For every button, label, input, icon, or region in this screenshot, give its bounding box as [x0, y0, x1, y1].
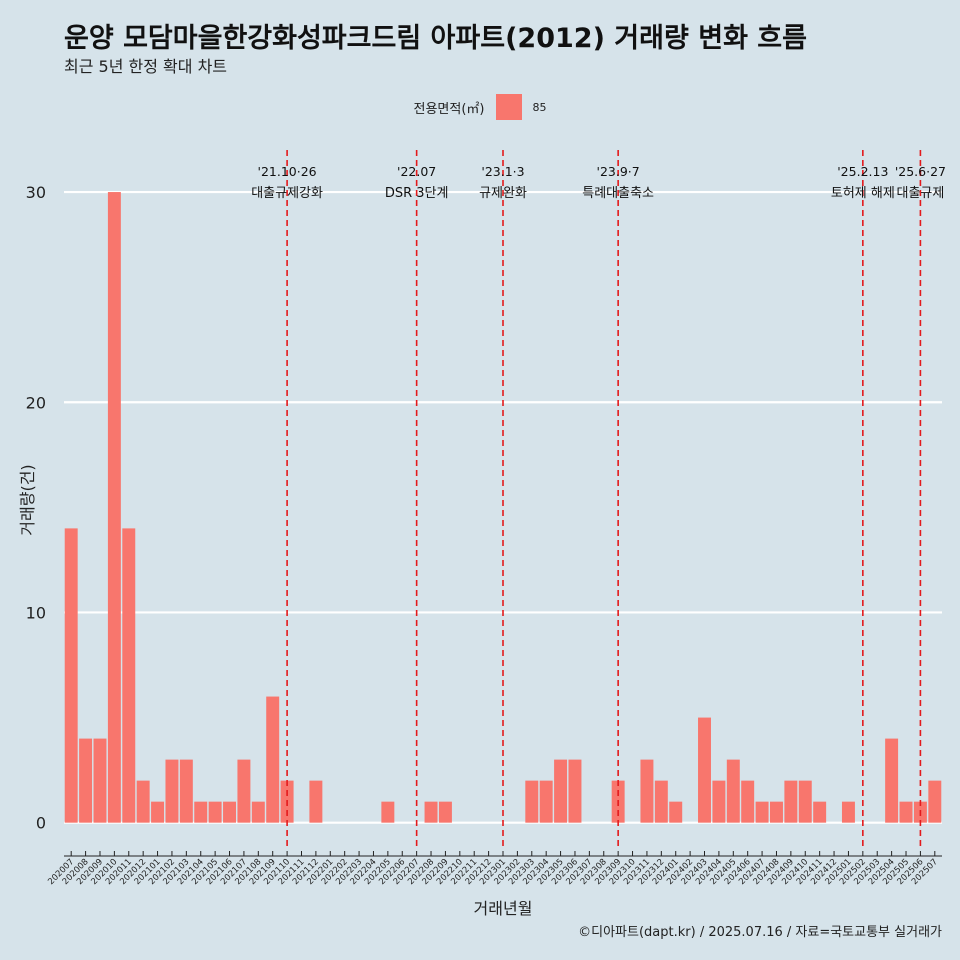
bar [237, 759, 251, 823]
bar [64, 528, 78, 823]
y-tick-label: 10 [26, 603, 46, 622]
bar [251, 801, 265, 823]
bar [424, 801, 438, 823]
legend-swatch [496, 94, 523, 120]
legend: 전용면적(㎡) 85 [0, 94, 960, 120]
bar [179, 759, 193, 823]
bar [899, 801, 913, 823]
event-date-label: '23.9·7 [597, 164, 640, 179]
bar [381, 801, 395, 823]
event-name-label: DSR 3단계 [385, 186, 449, 201]
bar [784, 780, 798, 823]
bar [309, 780, 323, 823]
bar [107, 192, 121, 823]
bar [438, 801, 452, 823]
bar [568, 759, 582, 823]
bar [640, 759, 654, 823]
bar [654, 780, 668, 823]
bar [136, 780, 150, 823]
bar [554, 759, 568, 823]
y-tick-label: 0 [36, 814, 46, 833]
y-tick-label: 30 [26, 183, 46, 202]
bar [798, 780, 812, 823]
x-axis-title: 거래년월 [474, 899, 533, 918]
event-name-label: 대출규제 [896, 186, 944, 201]
event-name-label: 대출규제강화 [251, 186, 323, 201]
bar [525, 780, 539, 823]
bar [165, 759, 179, 823]
bar [726, 759, 740, 823]
bar [813, 801, 827, 823]
chart-subtitle: 최근 5년 한정 확대 차트 [64, 57, 228, 76]
bar [769, 801, 783, 823]
bar [122, 528, 136, 823]
bar [755, 801, 769, 823]
event-date-label: '25.6·27 [895, 164, 946, 179]
bar [93, 738, 107, 823]
source-caption: ©디아파트(dapt.kr) / 2025.07.16 / 자료=국토교통부 실… [578, 925, 942, 940]
bar [79, 738, 93, 823]
legend-label: 85 [532, 100, 547, 114]
event-name-label: 토허제 해제 [831, 186, 895, 201]
event-date-label: '23.1·3 [481, 164, 524, 179]
chart-title: 운양 모담마을한강화성파크드림 아파트(2012) 거래량 변화 흐름 [64, 23, 807, 54]
bar [208, 801, 222, 823]
bar [151, 801, 165, 823]
bar [698, 717, 711, 823]
event-name-label: 규제완화 [479, 186, 527, 201]
event-name-label: 특례대출축소 [582, 186, 654, 201]
bar [885, 738, 899, 823]
bar [194, 801, 208, 823]
bar [712, 780, 726, 823]
event-date-label: '22.07 [397, 164, 436, 179]
y-tick-label: 20 [26, 393, 46, 412]
legend-title: 전용면적(㎡) [413, 101, 485, 117]
event-date-label: '21.10·26 [258, 164, 317, 179]
bar [841, 801, 855, 823]
bar [539, 780, 553, 823]
bar [266, 696, 280, 823]
bar [741, 780, 755, 823]
bar [928, 780, 942, 823]
bar [223, 801, 237, 823]
event-date-label: '25.2.13 [837, 164, 888, 179]
bar [669, 801, 683, 823]
y-axis-title: 거래량(건) [18, 464, 37, 535]
